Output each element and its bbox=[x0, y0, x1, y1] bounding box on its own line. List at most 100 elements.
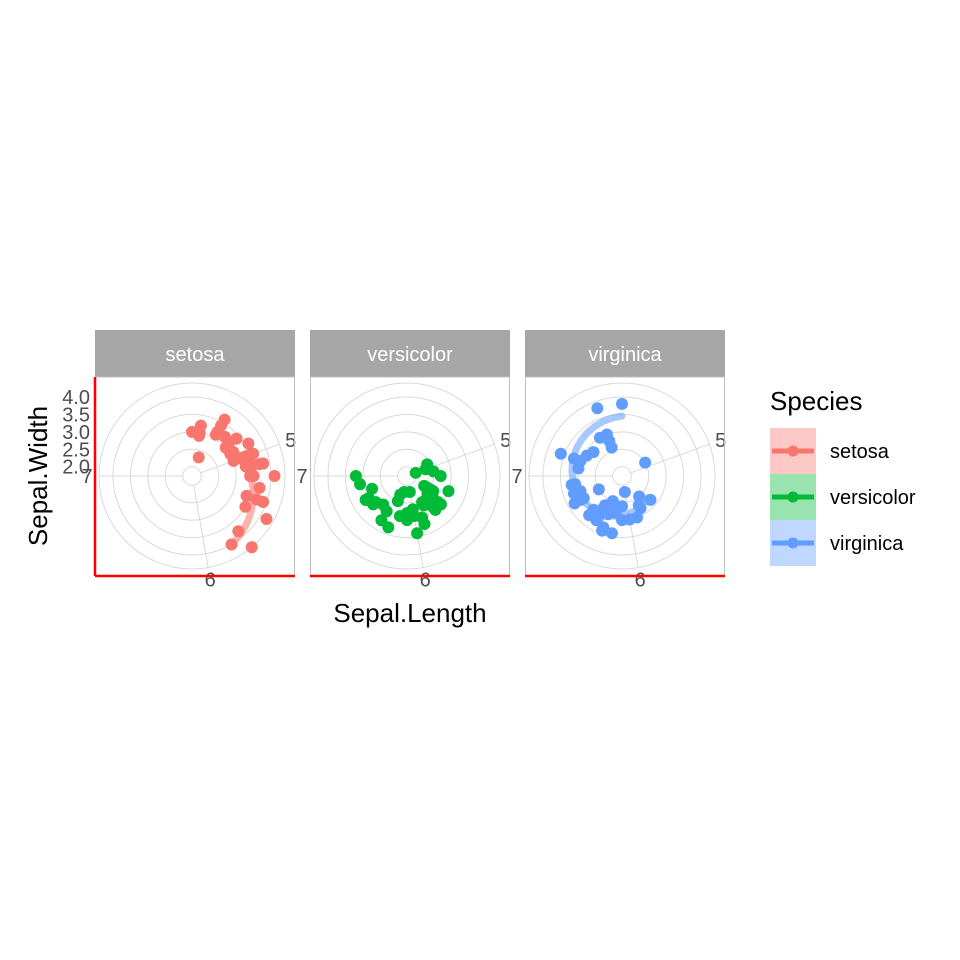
data-point-virginica bbox=[631, 511, 644, 524]
data-point-virginica bbox=[644, 493, 657, 506]
facet-panels: setosa 5 6 7 versicolor 5 6 7 virginica 5 6 7 bbox=[81, 330, 726, 591]
legend-label: setosa bbox=[830, 441, 890, 463]
data-point-virginica bbox=[600, 428, 613, 441]
data-point-versicolor bbox=[394, 488, 407, 501]
data-point-virginica bbox=[574, 454, 587, 467]
data-point-virginica bbox=[592, 483, 605, 496]
legend-item-virginica: virginica bbox=[770, 520, 904, 566]
data-point-setosa bbox=[232, 525, 245, 538]
legend-item-versicolor: versicolor bbox=[770, 474, 916, 520]
data-point-virginica bbox=[639, 456, 652, 469]
legend-label: virginica bbox=[830, 533, 904, 555]
theta-gridline bbox=[408, 485, 424, 568]
data-point-setosa bbox=[257, 495, 270, 508]
data-point-versicolor bbox=[411, 527, 424, 540]
data-point-setosa bbox=[243, 459, 256, 472]
data-point-virginica bbox=[616, 500, 628, 513]
data-point-virginica bbox=[567, 487, 580, 500]
data-point-versicolor bbox=[406, 503, 419, 516]
data-point-setosa bbox=[256, 457, 269, 470]
data-point-virginica bbox=[606, 495, 619, 508]
data-point-setosa bbox=[225, 538, 238, 551]
facet-panel-setosa: setosa 5 6 7 bbox=[81, 330, 296, 591]
data-point-virginica bbox=[587, 503, 600, 516]
theta-tick-label: 5 bbox=[715, 430, 726, 452]
data-point-setosa bbox=[245, 541, 258, 554]
facet-strip-label: virginica bbox=[588, 344, 662, 366]
legend: Species setosa versicolor virginica bbox=[770, 386, 916, 566]
data-point-versicolor bbox=[427, 465, 440, 478]
data-point-virginica bbox=[632, 499, 645, 512]
data-point-virginica bbox=[587, 446, 600, 459]
data-point-versicolor bbox=[382, 521, 395, 534]
data-point-virginica bbox=[568, 497, 581, 510]
theta-tick-label: 5 bbox=[500, 430, 511, 452]
facet-panel-versicolor: versicolor 5 6 7 bbox=[296, 330, 511, 591]
data-point-versicolor bbox=[393, 510, 406, 523]
r-tick-label: 3.5 bbox=[62, 404, 90, 426]
data-point-virginica bbox=[603, 504, 616, 517]
data-point-versicolor bbox=[354, 478, 367, 491]
data-point-virginica bbox=[633, 490, 646, 503]
theta-gridline bbox=[193, 485, 209, 568]
data-point-setosa bbox=[237, 451, 250, 464]
theta-tick-label: 7 bbox=[296, 466, 307, 488]
r-tick-label: 2.5 bbox=[62, 439, 90, 461]
data-point-setosa bbox=[211, 425, 224, 438]
legend-key-point bbox=[787, 445, 799, 457]
r-tick-label: 4.0 bbox=[62, 387, 90, 409]
facet-strip-setosa bbox=[95, 330, 295, 377]
legend-label: versicolor bbox=[830, 487, 916, 509]
data-point-versicolor bbox=[366, 482, 379, 495]
legend-keys: setosa versicolor virginica bbox=[770, 428, 916, 566]
x-axis-title: Sepal.Length bbox=[333, 598, 486, 628]
data-point-setosa bbox=[230, 432, 243, 445]
data-point-setosa bbox=[268, 470, 281, 482]
data-point-setosa bbox=[192, 451, 205, 464]
r-gridline bbox=[612, 466, 632, 486]
data-point-virginica bbox=[577, 492, 590, 505]
data-point-virginica bbox=[618, 486, 631, 499]
data-point-versicolor bbox=[424, 498, 437, 511]
data-point-versicolor bbox=[442, 485, 455, 498]
data-point-versicolor bbox=[409, 466, 422, 479]
data-point-setosa bbox=[239, 500, 252, 513]
data-point-versicolor bbox=[418, 518, 431, 531]
data-point-virginica bbox=[569, 478, 582, 491]
facet-panel-virginica: virginica 5 6 7 bbox=[511, 330, 726, 591]
legend-item-setosa: setosa bbox=[770, 428, 890, 474]
data-point-virginica bbox=[605, 527, 618, 540]
facet-strip-versicolor bbox=[310, 330, 510, 377]
legend-title: Species bbox=[770, 386, 863, 416]
data-point-setosa bbox=[242, 437, 255, 450]
data-point-versicolor bbox=[359, 493, 372, 506]
theta-gridline bbox=[623, 485, 639, 568]
facet-strip-label: versicolor bbox=[367, 344, 453, 366]
data-point-virginica bbox=[591, 402, 604, 415]
data-point-virginica bbox=[554, 447, 567, 460]
facet-strip-virginica bbox=[525, 330, 725, 377]
r-gridline bbox=[182, 466, 202, 486]
data-point-versicolor bbox=[380, 505, 393, 518]
data-point-virginica bbox=[616, 397, 628, 410]
y-axis-title: Sepal.Width bbox=[23, 406, 53, 546]
theta-tick-label: 7 bbox=[81, 466, 92, 488]
data-point-setosa bbox=[194, 419, 207, 432]
theta-tick-label: 6 bbox=[420, 569, 431, 591]
data-point-setosa bbox=[244, 470, 257, 482]
data-point-setosa bbox=[218, 413, 231, 426]
legend-key-point bbox=[787, 491, 799, 503]
r-tick-label: 2.0 bbox=[62, 457, 90, 479]
data-point-setosa bbox=[240, 489, 253, 502]
data-point-setosa bbox=[219, 441, 232, 454]
theta-tick-label: 6 bbox=[635, 569, 646, 591]
facet-strip-label: setosa bbox=[166, 344, 226, 366]
data-point-setosa bbox=[260, 513, 273, 526]
r-axis-ticks: 2.02.53.03.54.0 bbox=[62, 387, 90, 479]
data-point-virginica bbox=[596, 524, 609, 537]
theta-tick-label: 6 bbox=[205, 569, 216, 591]
r-tick-label: 3.0 bbox=[62, 422, 90, 444]
legend-key-point bbox=[787, 537, 799, 549]
theta-tick-label: 7 bbox=[511, 466, 522, 488]
